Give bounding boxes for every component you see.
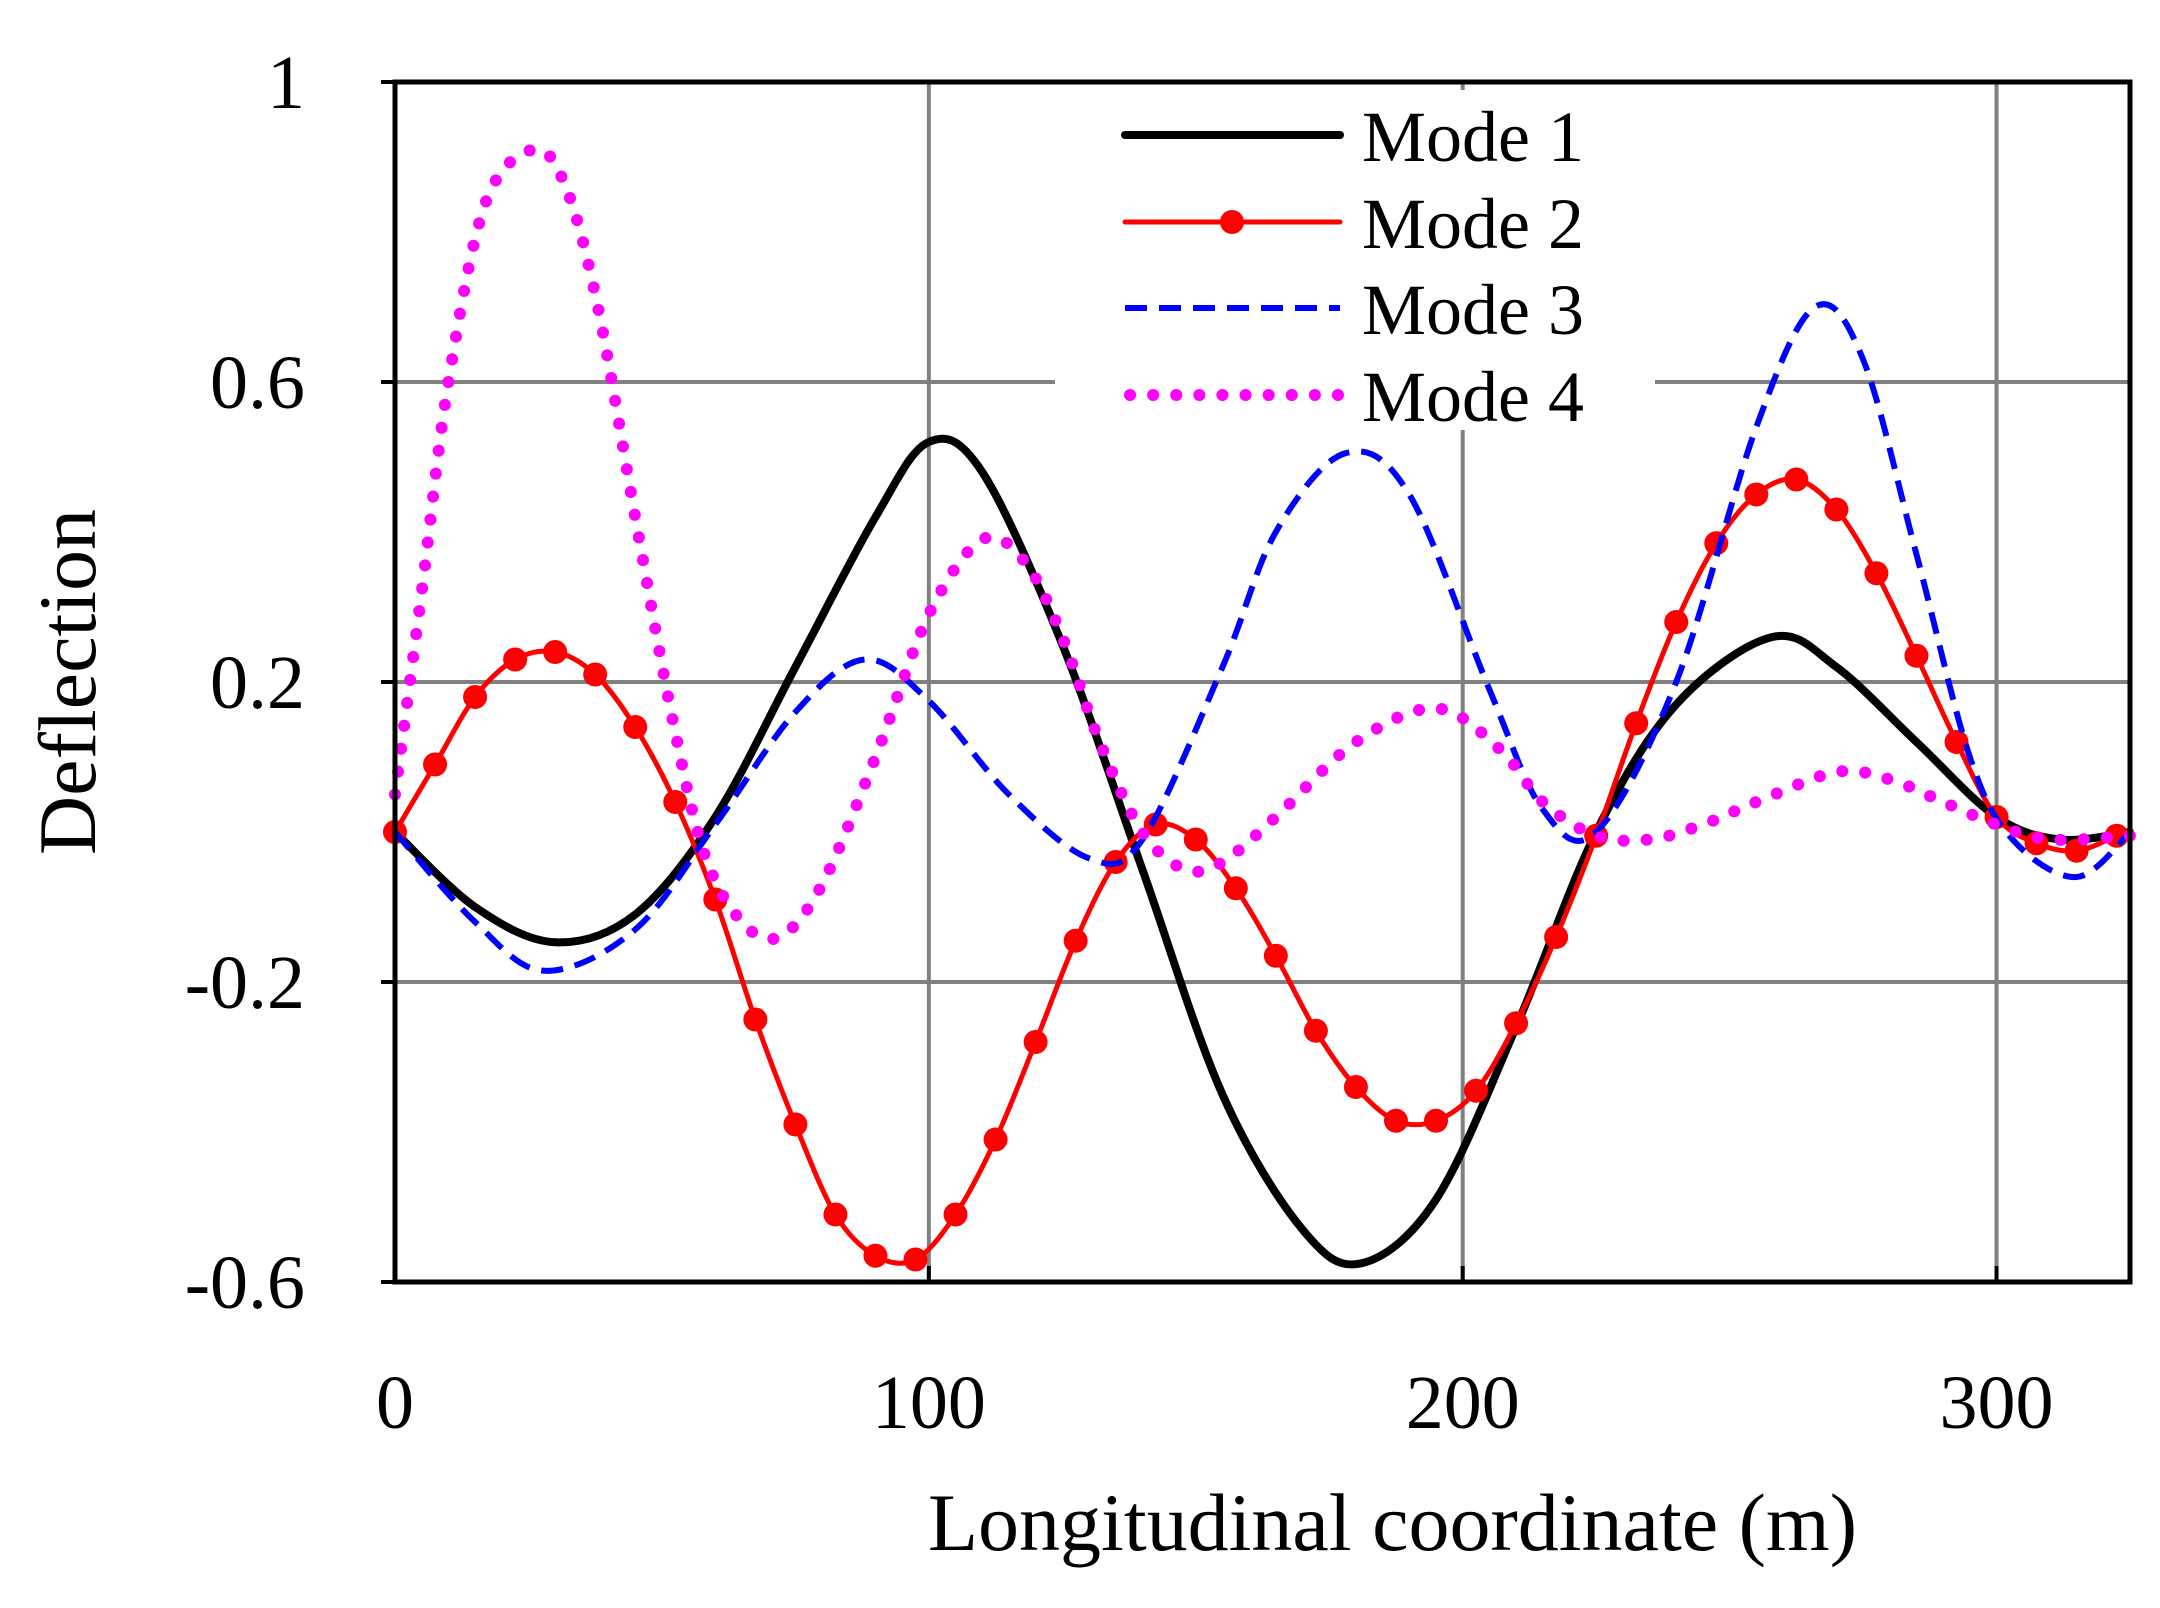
y-tick-label: -0.2 [185,941,305,1025]
series-mode-2 [383,467,2129,1272]
y-tick-label: 1 [267,41,305,125]
series-mode-1 [391,434,2134,1269]
data-point [1143,812,1168,837]
data-point [1504,1011,1529,1036]
data-point [1023,1030,1048,1054]
x-tick-label: 300 [1940,1361,2054,1445]
legend-marker [1220,210,1244,234]
legend-label: Mode 3 [1362,270,1584,350]
data-point [1424,1108,1448,1133]
data-point [743,1007,768,1032]
data-point [583,662,608,687]
data-point [1544,925,1569,949]
data-point [863,1243,888,1268]
data-point [783,1112,808,1137]
x-axis-label: Longitudinal coordinate (m) [928,1477,1857,1568]
data-point [823,1202,848,1227]
data-point [1063,928,1088,953]
data-point [503,647,528,672]
data-point [1343,1075,1368,1099]
legend-label: Mode 4 [1362,357,1584,437]
data-point [1904,643,1929,668]
data-point [1744,482,1769,507]
series-line [392,301,2133,974]
y-tick-label: 0.2 [210,641,305,725]
data-point [1223,876,1248,901]
data-point [423,752,448,777]
data-point [1624,711,1649,736]
legend-item: Mode 1 [1121,97,1584,177]
data-point [1864,561,1889,586]
data-point [1464,1078,1489,1103]
data-point [903,1247,928,1272]
data-point [1303,1018,1328,1043]
data-point [463,685,488,709]
x-tick-label: 200 [1406,1361,1520,1445]
legend-background [1055,90,1655,430]
legend-item: Mode 2 [1122,184,1584,264]
legend-item: Mode 3 [1125,270,1584,350]
data-point [1664,610,1689,634]
series-line [392,476,2120,1266]
plot-series [383,143,2136,1272]
legend-item: Mode 4 [1124,357,1584,437]
data-point [663,790,688,814]
legend-label: Mode 2 [1362,184,1584,264]
data-point [943,1202,968,1227]
y-tick-label: 0.6 [210,341,305,425]
data-point [983,1127,1008,1152]
data-point [543,640,568,664]
series-mode-3 [392,301,2133,974]
data-point [1944,730,1969,754]
axis-ticks: 0 100 200 300 -0.6 -0.2 0.2 0.6 1 [185,41,2054,1445]
x-tick-label: 0 [376,1361,414,1445]
data-point [1183,827,1208,852]
x-tick-label: 100 [872,1361,986,1445]
data-point [623,715,648,739]
data-point [1383,1108,1408,1133]
data-point [1263,943,1288,968]
y-axis-label: Deflection [22,509,113,855]
y-tick-label: -0.6 [185,1241,305,1325]
data-point [1784,467,1809,492]
series-line [391,434,2134,1269]
legend-label: Mode 1 [1362,97,1584,177]
data-point [1824,497,1849,522]
